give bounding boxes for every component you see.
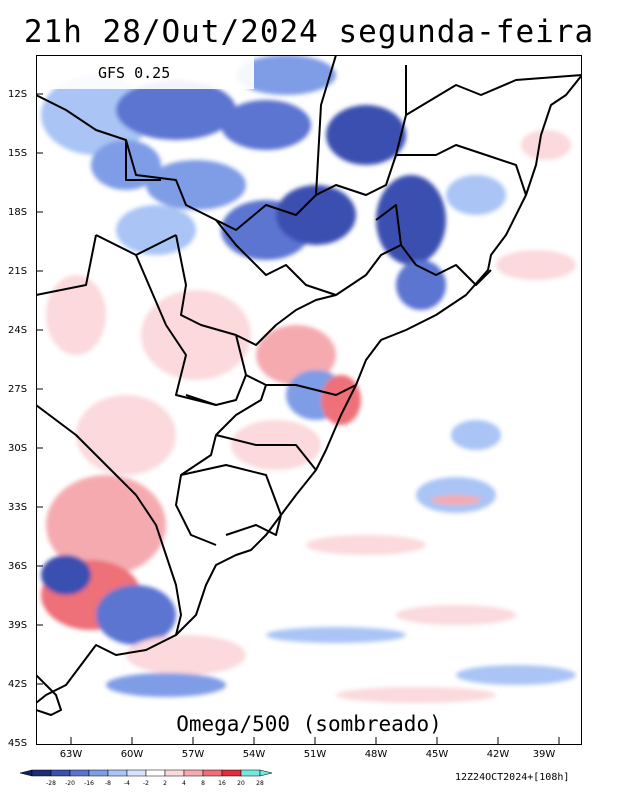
colorbar-swatch	[183, 769, 204, 777]
colorbar-min-arrow	[20, 769, 33, 777]
lon-label: 42W	[486, 749, 510, 760]
lat-ticks	[36, 93, 43, 685]
lat-label: 36S	[8, 561, 28, 572]
lon-label: 51W	[303, 749, 327, 760]
colorbar-swatch	[145, 769, 166, 777]
colorbar-swatch	[31, 769, 52, 777]
colorbar-level-label: -8	[105, 780, 111, 787]
colorbar-level-label: 2	[163, 780, 167, 787]
colorbar-level-label: 28	[256, 780, 264, 787]
colorbar-level-label: -2	[143, 780, 149, 787]
lat-label: 27S	[8, 384, 28, 395]
lon-label: 63W	[59, 749, 83, 760]
omega-map	[36, 55, 582, 745]
colorbar-swatch	[164, 769, 185, 777]
colorbar-level-label: 4	[182, 780, 186, 787]
borders	[36, 55, 582, 716]
lat-label: 24S	[8, 325, 28, 336]
lon-label: 57W	[181, 749, 205, 760]
lon-ticks	[70, 737, 560, 745]
colorbar-level-label: 20	[237, 780, 245, 787]
colorbar-swatch	[202, 769, 223, 777]
lon-label: 60W	[120, 749, 144, 760]
lat-label: 18S	[8, 207, 28, 218]
lon-label: 48W	[364, 749, 388, 760]
colorbar-level-label: -20	[65, 780, 75, 787]
field-label: Omega/500 (sombreado)	[176, 712, 442, 736]
lon-label: 45W	[425, 749, 449, 760]
colorbar-swatch	[69, 769, 90, 777]
colorbar-swatch	[126, 769, 147, 777]
model-label: GFS 0.25	[98, 64, 171, 82]
colorbar-level-label: -16	[84, 780, 94, 787]
map-title: 21h 28/Out/2024 segunda-feira	[23, 14, 595, 50]
lat-label: 12S	[8, 89, 28, 100]
colorbar-swatch	[107, 769, 128, 777]
lat-label: 30S	[8, 443, 28, 454]
colorbar-level-label: -28	[46, 780, 56, 787]
colorbar-swatch	[88, 769, 109, 777]
colorbar-level-label: 8	[201, 780, 205, 787]
lat-label: 42S	[8, 679, 28, 690]
lat-label: 15S	[8, 148, 28, 159]
lat-label: 39S	[8, 620, 28, 631]
lat-label: 21S	[8, 266, 28, 277]
colorbar: -28 -20 -16 -8 -4 -2 2 4 8 16 20 28	[20, 769, 272, 787]
lat-label: 33S	[8, 502, 28, 513]
colorbar-swatch	[240, 769, 261, 777]
lon-label: 39W	[532, 749, 556, 760]
colorbar-swatch	[50, 769, 71, 777]
colorbar-level-label: 16	[218, 780, 226, 787]
lat-label: 45S	[8, 738, 28, 749]
colorbar-swatch	[221, 769, 242, 777]
omega-shading	[41, 55, 576, 703]
lon-label: 54W	[242, 749, 266, 760]
run-label: 12Z24OCT2024+[108h]	[455, 772, 570, 783]
colorbar-max-arrow	[259, 769, 272, 777]
colorbar-level-label: -4	[124, 780, 130, 787]
